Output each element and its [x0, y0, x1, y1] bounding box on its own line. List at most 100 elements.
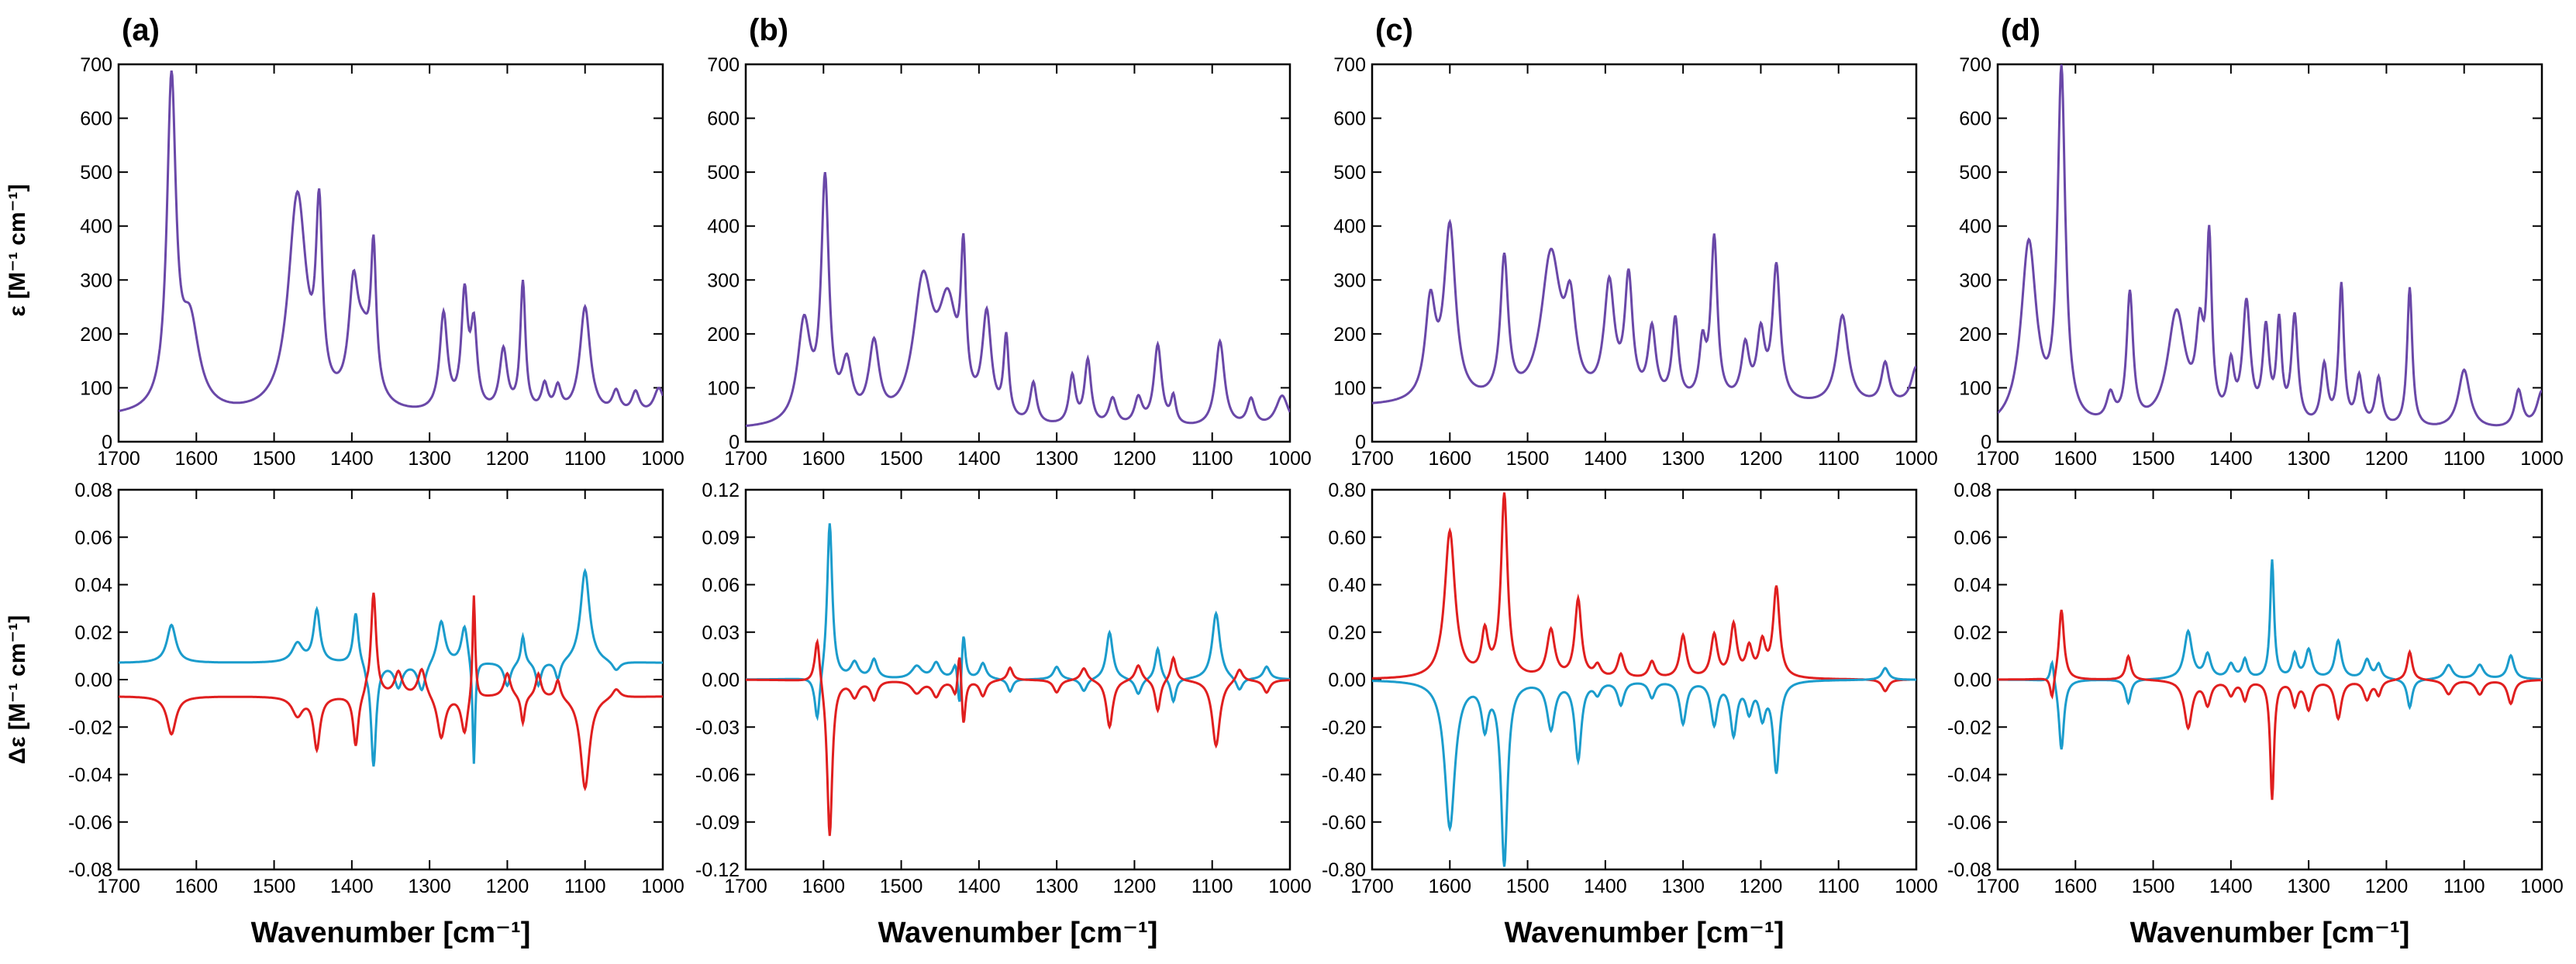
- x-tick-label-c-vcd: 1000: [1895, 876, 1938, 897]
- ir-absorption-line-a: [119, 70, 663, 412]
- y-tick-label-c-vcd: 0.20: [1328, 622, 1366, 644]
- y-tick-label-b-vcd: 0.12: [702, 480, 740, 501]
- y-tick-label-d-vcd: 0.04: [1954, 575, 1991, 597]
- y-tick-label-c-vcd: 0.40: [1328, 575, 1366, 597]
- plot-frame-b-ir: [744, 63, 1291, 443]
- x-tick-label-d-ir: 1600: [2054, 448, 2097, 470]
- y-tick-label-c-vcd: 0.80: [1328, 480, 1366, 501]
- y-tick-label-c-vcd: -0.40: [1322, 765, 1366, 787]
- y-tick-label-c-ir: 600: [1333, 108, 1366, 130]
- x-tick-label-b-vcd: 1300: [1035, 876, 1078, 897]
- y-tick-label-c-ir: 0: [1355, 432, 1366, 453]
- ir-absorption-line-d: [1998, 64, 2542, 427]
- x-tick-label-a-ir: 1400: [330, 448, 374, 470]
- y-tick-label-c-vcd: -0.20: [1322, 717, 1366, 738]
- x-tick-label-d-vcd: 1100: [2443, 876, 2485, 897]
- x-tick-label-d-ir: 1400: [2209, 448, 2253, 470]
- panel-label-b: (b): [749, 13, 788, 47]
- x-tick-label-c-vcd: 1600: [1428, 876, 1471, 897]
- y-tick-label-b-vcd: 0.09: [702, 527, 740, 549]
- y-tick-label-c-vcd: 0.00: [1328, 670, 1366, 691]
- y-tick-label-d-ir: 700: [1959, 54, 1991, 76]
- x-tick-label-b-vcd: 1400: [957, 876, 1001, 897]
- y-tick-label-a-vcd: -0.08: [68, 859, 112, 881]
- vcd-blue-line-a: [119, 567, 663, 767]
- y-tick-label-a-vcd: -0.06: [68, 812, 112, 834]
- y-tick-label-b-ir: 500: [707, 162, 740, 184]
- y-tick-label-a-ir: 700: [80, 54, 112, 76]
- panel-label-c: (c): [1375, 13, 1413, 47]
- y-tick-label-d-ir: 400: [1959, 216, 1991, 238]
- y-tick-label-b-vcd: 0.03: [702, 622, 740, 644]
- x-tick-label-a-vcd: 1200: [486, 876, 529, 897]
- x-tick-label-a-vcd: 1500: [253, 876, 296, 897]
- ir-absorption-line-c: [1372, 219, 1916, 405]
- y-tick-label-d-vcd: 0.08: [1954, 480, 1991, 501]
- y-tick-label-b-ir: 400: [707, 216, 740, 238]
- y-tick-label-d-ir: 200: [1959, 324, 1991, 346]
- y-tick-label-a-vcd: 0.00: [74, 670, 112, 691]
- x-tick-label-a-ir: 1500: [253, 448, 296, 470]
- x-tick-label-b-ir: 1100: [1191, 448, 1233, 470]
- y-tick-label-c-ir: 700: [1333, 54, 1366, 76]
- y-tick-label-c-ir: 300: [1333, 270, 1366, 291]
- x-tick-label-c-ir: 1500: [1506, 448, 1550, 470]
- x-tick-label-b-ir: 1500: [880, 448, 923, 470]
- x-tick-label-d-vcd: 1200: [2365, 876, 2409, 897]
- y-tick-label-b-ir: 200: [707, 324, 740, 346]
- y-tick-label-b-vcd: -0.03: [695, 717, 740, 738]
- x-tick-label-c-ir: 1100: [1818, 448, 1860, 470]
- y-tick-label-a-vcd: 0.08: [74, 480, 112, 501]
- x-tick-label-b-vcd: 1600: [802, 876, 845, 897]
- vcd-red-line-c: [1372, 666, 1916, 867]
- plot-frame-d-ir: [1996, 63, 2543, 443]
- vcd-red-line-a: [119, 592, 663, 792]
- y-tick-label-a-vcd: -0.02: [68, 717, 112, 738]
- x-tick-label-d-ir: 1700: [1976, 448, 2019, 470]
- y-tick-label-b-vcd: -0.09: [695, 812, 740, 834]
- top-y-axis-label: ε [M⁻¹ cm⁻¹]: [5, 184, 30, 317]
- x-tick-label-d-ir: 1300: [2287, 448, 2330, 470]
- vcd-red-line-d: [1998, 609, 2542, 800]
- y-tick-label-c-vcd: 0.60: [1328, 527, 1366, 549]
- x-tick-label-c-vcd: 1400: [1584, 876, 1627, 897]
- y-tick-label-d-vcd: 0.00: [1954, 670, 1991, 691]
- y-tick-label-b-ir: 600: [707, 108, 740, 130]
- y-tick-label-b-vcd: 0.06: [702, 575, 740, 597]
- x-axis-label-a: Wavenumber [cm⁻¹]: [251, 917, 531, 949]
- y-tick-label-d-vcd: -0.02: [1947, 717, 1991, 738]
- x-tick-label-a-vcd: 1100: [564, 876, 606, 897]
- x-axis-label-d: Wavenumber [cm⁻¹]: [2130, 917, 2410, 949]
- y-tick-label-c-ir: 400: [1333, 216, 1366, 238]
- y-tick-label-d-vcd: -0.04: [1947, 765, 1991, 787]
- x-tick-label-a-ir: 1100: [564, 448, 606, 470]
- x-tick-label-d-ir: 1000: [2520, 448, 2564, 470]
- y-tick-label-a-ir: 600: [80, 108, 112, 130]
- x-tick-label-b-vcd: 1700: [724, 876, 767, 897]
- x-tick-label-c-ir: 1300: [1661, 448, 1705, 470]
- y-tick-label-a-ir: 400: [80, 216, 112, 238]
- x-tick-label-c-ir: 1400: [1584, 448, 1627, 470]
- x-tick-label-b-ir: 1200: [1113, 448, 1157, 470]
- y-tick-label-d-ir: 600: [1959, 108, 1991, 130]
- x-tick-label-a-ir: 1600: [174, 448, 218, 470]
- x-tick-label-c-vcd: 1700: [1350, 876, 1394, 897]
- plot-frame-a-vcd: [117, 488, 664, 871]
- x-tick-label-c-vcd: 1200: [1740, 876, 1783, 897]
- plot-frame-c-ir: [1371, 63, 1918, 443]
- vcd-blue-line-c: [1372, 492, 1916, 693]
- x-tick-label-a-vcd: 1600: [174, 876, 218, 897]
- y-tick-label-a-ir: 300: [80, 270, 112, 291]
- y-tick-label-d-ir: 300: [1959, 270, 1991, 291]
- x-tick-label-b-ir: 1300: [1035, 448, 1078, 470]
- x-tick-label-b-vcd: 1200: [1113, 876, 1157, 897]
- x-tick-label-d-ir: 1200: [2365, 448, 2409, 470]
- plot-frame-d-vcd: [1996, 488, 2543, 871]
- vcd-red-line-b: [746, 638, 1290, 836]
- panel-label-d: (d): [2001, 13, 2040, 47]
- x-axis-label-b: Wavenumber [cm⁻¹]: [878, 917, 1158, 949]
- y-tick-label-b-vcd: 0.00: [702, 670, 740, 691]
- y-tick-label-a-ir: 100: [80, 377, 112, 399]
- y-tick-label-c-vcd: -0.60: [1322, 812, 1366, 834]
